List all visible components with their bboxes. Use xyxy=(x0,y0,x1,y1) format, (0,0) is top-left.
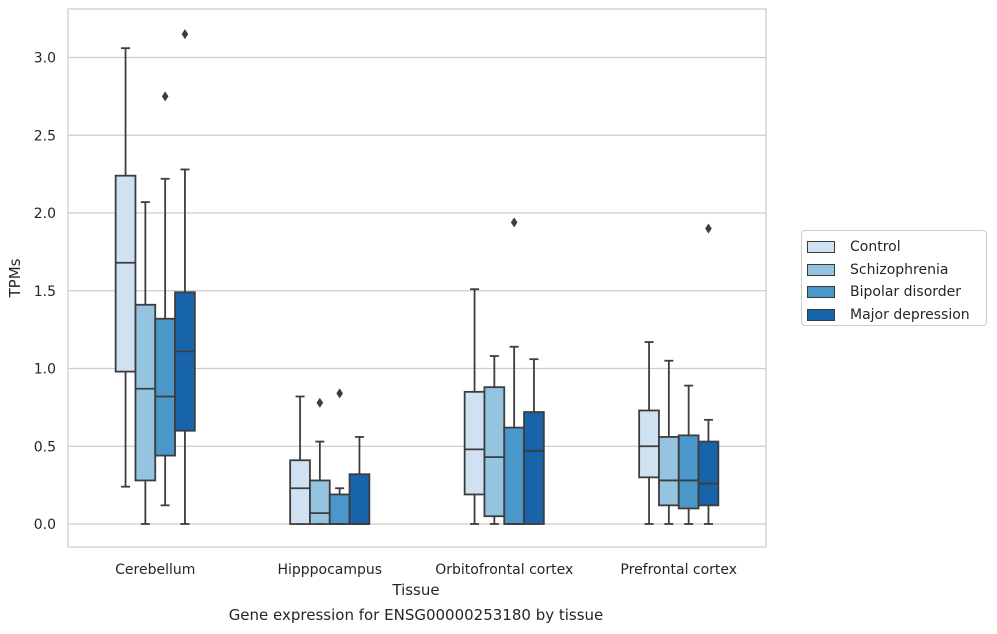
y-tick-label: 0.0 xyxy=(34,517,56,533)
box-bipolar-disorder xyxy=(154,91,176,507)
box-body xyxy=(483,386,506,518)
legend-swatch-major-depression xyxy=(807,308,835,321)
x-tick-label: Hipppocampus xyxy=(277,562,382,578)
box-body xyxy=(348,473,371,525)
box-major-depression xyxy=(348,436,371,525)
legend-item: Bipolar disorder xyxy=(807,281,986,304)
box-body xyxy=(174,291,196,432)
y-tick-label: 3.0 xyxy=(34,51,56,67)
box-body xyxy=(638,409,660,479)
box-body xyxy=(154,317,176,457)
box-bipolar-disorder xyxy=(677,384,700,525)
plot-area-frame xyxy=(67,8,767,548)
legend-label-schizophrenia: Schizophrenia xyxy=(850,261,949,278)
outlier-point xyxy=(336,388,343,399)
figure-caption: Gene expression for ENSG00000253180 by t… xyxy=(228,606,604,624)
box-control xyxy=(114,47,137,488)
y-tick-label: 0.5 xyxy=(34,439,56,455)
box-body xyxy=(309,479,331,525)
box-schizophrenia xyxy=(309,397,331,525)
legend-swatch-bipolar-disorder xyxy=(807,286,835,299)
box-body xyxy=(289,459,311,525)
y-axis-ticks: 0.0 0.5 1.0 1.5 2.0 2.5 3.0 xyxy=(34,51,56,534)
box-major-depression xyxy=(697,223,720,525)
legend-label-control: Control xyxy=(850,239,901,256)
y-tick-label: 1.0 xyxy=(34,362,56,378)
box-control xyxy=(463,288,486,525)
box-body xyxy=(523,411,545,525)
box-control xyxy=(638,341,660,525)
box-major-depression xyxy=(523,358,545,525)
legend-item: Schizophrenia xyxy=(807,259,986,282)
legend-swatch-schizophrenia xyxy=(807,263,835,276)
x-tick-label: Prefrontal cortex xyxy=(620,562,737,578)
box-schizophrenia xyxy=(483,355,506,525)
x-axis-label: Tissue xyxy=(391,581,439,599)
box-body xyxy=(697,440,720,507)
legend-item: Major depression xyxy=(807,304,986,327)
outlier-point xyxy=(161,91,169,102)
box-control xyxy=(289,395,311,525)
box-plot-series xyxy=(114,29,720,525)
box-body xyxy=(463,390,486,496)
outlier-point xyxy=(181,29,189,40)
x-tick-label: Cerebellum xyxy=(115,562,195,578)
y-tick-label: 2.0 xyxy=(34,206,56,222)
box-schizophrenia xyxy=(658,359,680,525)
outlier-point xyxy=(705,223,712,234)
y-tick-label: 2.5 xyxy=(34,128,56,144)
box-bipolar-disorder xyxy=(328,388,351,525)
box-body xyxy=(114,174,137,373)
x-axis-ticks: Cerebellum Hipppocampus Orbitofrontal cort… xyxy=(115,562,737,578)
box-bipolar-disorder xyxy=(503,217,525,525)
box-body xyxy=(677,434,700,510)
box-body xyxy=(658,436,680,507)
legend-swatch-control xyxy=(807,241,835,254)
legend-label-major-depression: Major depression xyxy=(850,306,970,323)
y-axis-label: TPMs xyxy=(6,258,24,298)
y-tick-label: 1.5 xyxy=(34,284,56,300)
legend-item: Control xyxy=(807,236,986,259)
outlier-point xyxy=(510,217,518,228)
box-body xyxy=(134,303,157,482)
box-major-depression xyxy=(174,29,196,525)
box-body xyxy=(328,493,351,525)
box-schizophrenia xyxy=(134,201,157,525)
legend: Control Schizophrenia Bipolar disorder M… xyxy=(801,230,987,326)
outlier-point xyxy=(316,397,324,408)
box-body xyxy=(503,426,525,525)
x-tick-label: Orbitofrontal cortex xyxy=(435,562,573,578)
legend-label-bipolar-disorder: Bipolar disorder xyxy=(850,284,962,301)
